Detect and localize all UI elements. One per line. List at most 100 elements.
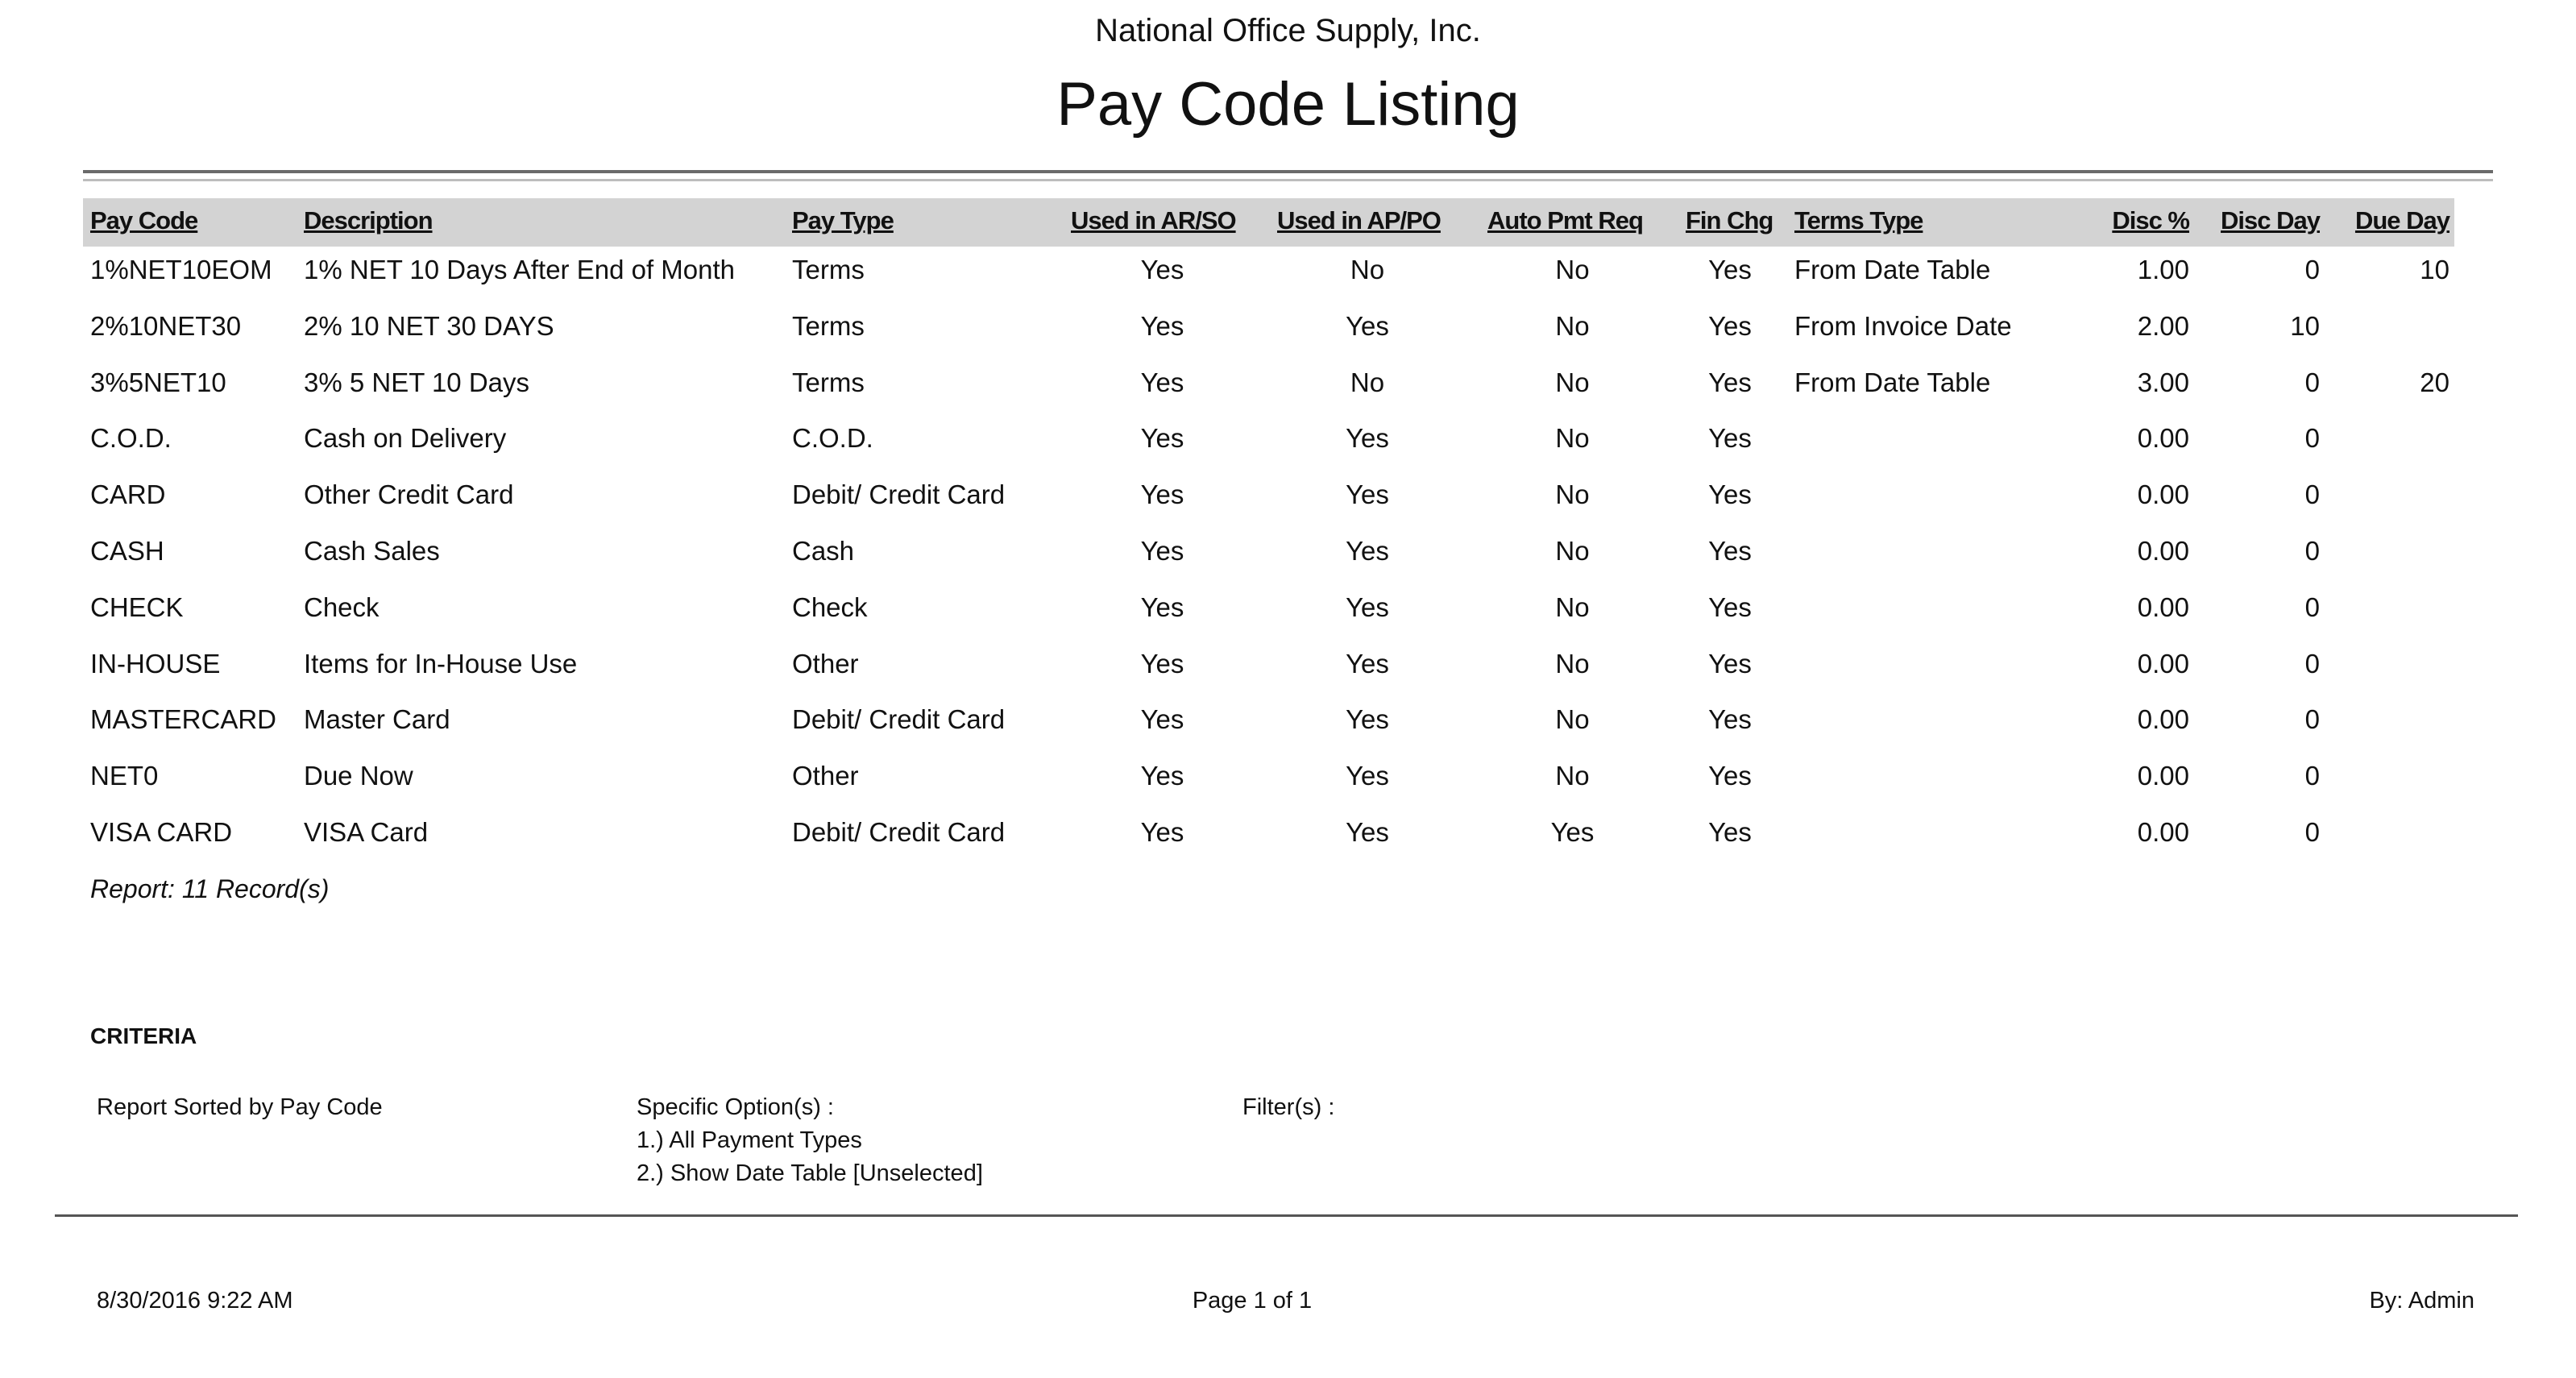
cell-disc-day: 0 [2304, 591, 2320, 622]
criteria-filters-label: Filter(s) : [1242, 1094, 1335, 1120]
cell-used-in-ap-po: Yes [1346, 479, 1389, 510]
cell-used-in-ar-so: Yes [1140, 310, 1184, 341]
column-header-terms-type: Terms Type [1794, 206, 1923, 235]
cell-used-in-ap-po: No [1350, 367, 1385, 397]
cell-pay-type: C.O.D. [792, 423, 873, 454]
cell-description: Check [304, 591, 380, 622]
cell-disc-pct: 1.00 [2137, 255, 2189, 284]
cell-description: 2% 10 NET 30 DAYS [304, 310, 554, 341]
record-count: Report: 11 Record(s) [90, 874, 330, 903]
cell-fin-chg: Yes [1708, 367, 1752, 397]
cell-used-in-ap-po: Yes [1346, 591, 1389, 622]
cell-auto-pmt-req: No [1555, 310, 1590, 341]
cell-pay-type: Cash [792, 536, 855, 566]
column-header-disc-day: Disc Day [2221, 206, 2321, 235]
cell-auto-pmt-req: No [1555, 591, 1590, 622]
cell-terms-type: From Date Table [1794, 367, 1991, 397]
header-divider-bottom [83, 179, 2493, 181]
cell-pay-code: IN-HOUSE [90, 648, 221, 679]
cell-disc-day: 0 [2304, 761, 2320, 791]
cell-pay-code: 3%5NET10 [90, 367, 226, 397]
criteria-sorted: Report Sorted by Pay Code [97, 1094, 383, 1120]
cell-used-in-ar-so: Yes [1140, 761, 1184, 791]
cell-fin-chg: Yes [1708, 310, 1752, 341]
cell-disc-pct: 0.00 [2137, 817, 2189, 847]
cell-disc-pct: 0.00 [2137, 648, 2189, 679]
report-title: Pay Code Listing [1056, 70, 1520, 139]
cell-used-in-ap-po: No [1350, 255, 1385, 284]
print-datetime: 8/30/2016 9:22 AM [97, 1288, 293, 1314]
criteria-option: 1.) All Payment Types [637, 1127, 862, 1153]
printed-by: By: Admin [2369, 1288, 2474, 1314]
cell-disc-day: 0 [2304, 367, 2320, 397]
cell-fin-chg: Yes [1708, 761, 1752, 791]
cell-disc-day: 10 [2290, 310, 2320, 341]
cell-used-in-ar-so: Yes [1140, 817, 1184, 847]
cell-pay-type: Debit/ Credit Card [792, 479, 1006, 510]
cell-used-in-ap-po: Yes [1346, 648, 1389, 679]
cell-due-day: 20 [2420, 367, 2449, 397]
cell-fin-chg: Yes [1708, 591, 1752, 622]
cell-pay-code: 1%NET10EOM [90, 255, 272, 284]
cell-auto-pmt-req: No [1555, 479, 1590, 510]
criteria-option: 2.) Show Date Table [Unselected] [637, 1160, 983, 1186]
cell-auto-pmt-req: No [1555, 536, 1590, 566]
cell-pay-type: Other [792, 648, 859, 679]
cell-fin-chg: Yes [1708, 536, 1752, 566]
cell-disc-pct: 0.00 [2137, 761, 2189, 791]
cell-description: Due Now [304, 761, 413, 791]
cell-description: 3% 5 NET 10 Days [304, 367, 530, 397]
cell-auto-pmt-req: No [1555, 367, 1590, 397]
company-name: National Office Supply, Inc. [1095, 13, 1481, 48]
cell-disc-day: 0 [2304, 704, 2320, 735]
cell-pay-type: Debit/ Credit Card [792, 817, 1006, 847]
column-header-auto-pmt-req: Auto Pmt Req [1487, 206, 1644, 235]
cell-used-in-ar-so: Yes [1140, 591, 1184, 622]
cell-used-in-ar-so: Yes [1140, 423, 1184, 454]
cell-pay-type: Other [792, 761, 859, 791]
cell-fin-chg: Yes [1708, 817, 1752, 847]
cell-description: VISA Card [304, 817, 429, 847]
cell-disc-pct: 0.00 [2137, 704, 2189, 735]
cell-description: Other Credit Card [304, 479, 514, 510]
cell-disc-pct: 3.00 [2137, 367, 2189, 397]
cell-used-in-ap-po: Yes [1346, 423, 1389, 454]
cell-description: Cash on Delivery [304, 423, 507, 454]
cell-pay-code: VISA CARD [90, 817, 233, 847]
cell-used-in-ar-so: Yes [1140, 255, 1184, 284]
cell-disc-day: 0 [2304, 648, 2320, 679]
cell-used-in-ar-so: Yes [1140, 648, 1184, 679]
cell-pay-type: Terms [792, 310, 865, 341]
footer-divider [55, 1214, 2518, 1217]
cell-used-in-ar-so: Yes [1140, 536, 1184, 566]
cell-pay-type: Debit/ Credit Card [792, 704, 1006, 735]
cell-fin-chg: Yes [1708, 648, 1752, 679]
column-header-used-in-ar-so: Used in AR/SO [1071, 206, 1237, 235]
cell-due-day: 10 [2420, 255, 2449, 284]
cell-used-in-ap-po: Yes [1346, 536, 1389, 566]
cell-fin-chg: Yes [1708, 479, 1752, 510]
cell-pay-code: 2%10NET30 [90, 310, 242, 341]
column-header-description: Description [304, 206, 433, 235]
cell-used-in-ap-po: Yes [1346, 761, 1389, 791]
cell-disc-day: 0 [2304, 479, 2320, 510]
column-header-due-day: Due Day [2354, 206, 2450, 235]
column-header-disc-pct: Disc % [2112, 206, 2190, 235]
cell-pay-type: Terms [792, 255, 865, 284]
column-header-pay-code: Pay Code [90, 206, 198, 235]
cell-terms-type: From Invoice Date [1794, 310, 2012, 341]
cell-description: Cash Sales [304, 536, 440, 566]
cell-used-in-ar-so: Yes [1140, 704, 1184, 735]
cell-pay-code: C.O.D. [90, 423, 172, 454]
page-number: Page 1 of 1 [1192, 1288, 1313, 1314]
cell-pay-code: CARD [90, 479, 166, 510]
cell-fin-chg: Yes [1708, 255, 1752, 284]
cell-fin-chg: Yes [1708, 704, 1752, 735]
column-header-band [83, 198, 2454, 247]
column-header-pay-type: Pay Type [792, 206, 894, 235]
cell-disc-day: 0 [2304, 536, 2320, 566]
cell-pay-code: CHECK [90, 591, 184, 622]
cell-disc-day: 0 [2304, 255, 2320, 284]
cell-description: 1% NET 10 Days After End of Month [304, 255, 735, 284]
cell-auto-pmt-req: No [1555, 255, 1590, 284]
